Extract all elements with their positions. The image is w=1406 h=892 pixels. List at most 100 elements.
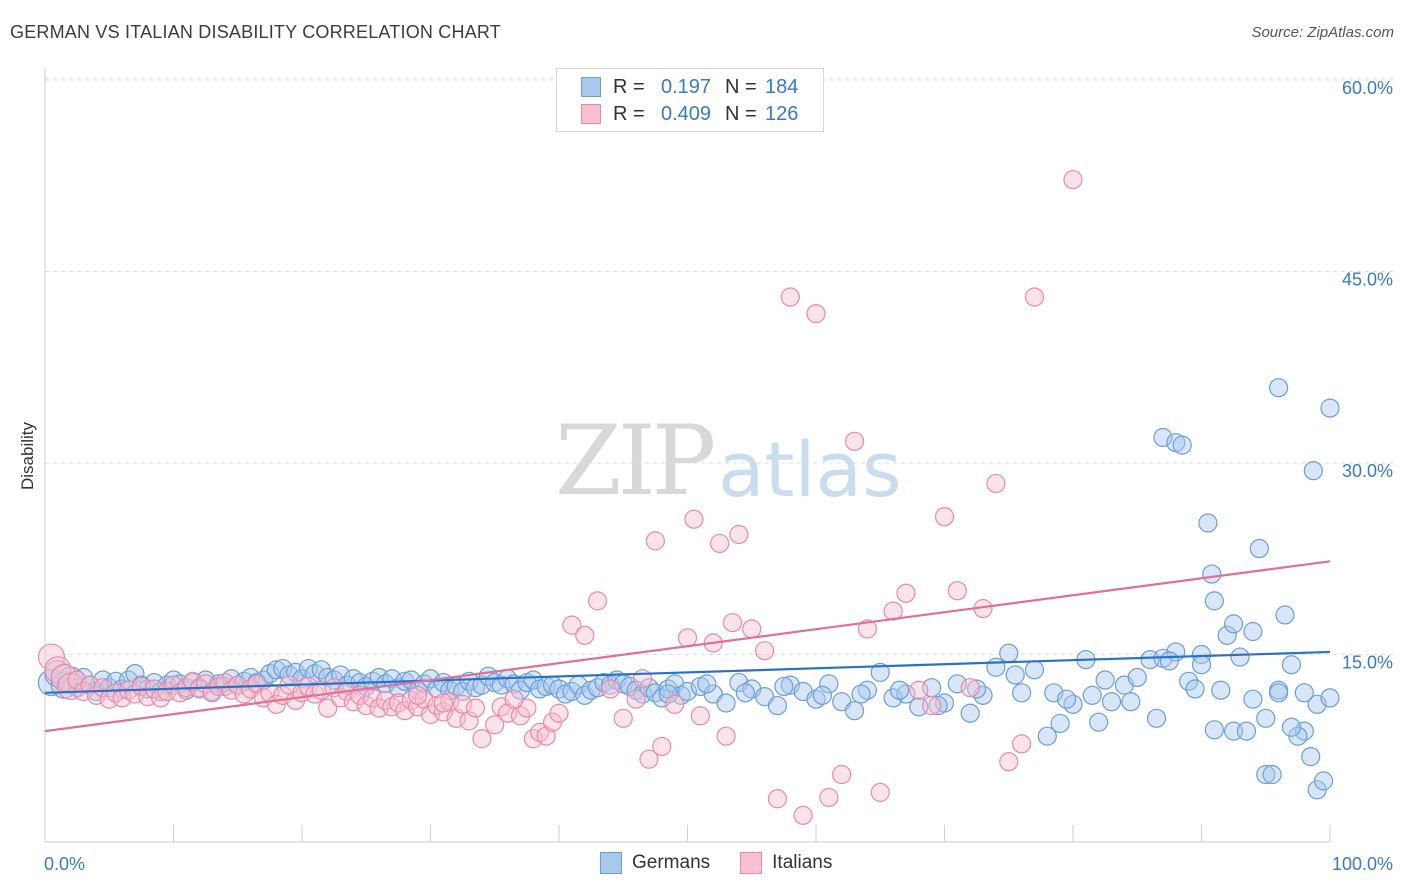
german-point [844,701,865,721]
y-axis-label: Disability [18,421,37,490]
german-point [1024,660,1045,680]
german-point [1249,538,1269,559]
italian-point [562,615,582,635]
italian-point [632,669,653,689]
italian-point [986,473,1006,494]
german-point [1101,692,1122,712]
german-point [1011,683,1032,703]
german-point [1005,665,1025,685]
italian-point [318,698,338,718]
german-point [716,693,736,713]
italian-point [819,787,839,808]
italian-point [742,619,762,639]
italian-point [37,643,66,671]
germans-swatch [581,77,601,97]
german-point [1211,680,1231,700]
german-point [1294,721,1314,741]
n-label: N = [725,102,757,125]
german-point [819,674,839,694]
german-point [1320,398,1340,418]
n-value: 126 [765,102,799,125]
italian-point [112,688,132,708]
german-point [1056,689,1077,709]
italian-point [722,612,743,633]
legend-item-germans[interactable]: Germans [600,852,710,874]
r-value: 0.409 [660,102,712,125]
italian-point [922,695,942,716]
x-tick-label: 0.0% [44,854,85,874]
german-point [767,695,788,716]
italian-point [767,789,788,809]
y-tick-label: 60.0% [1342,78,1393,98]
italians-swatch [581,104,601,124]
italian-point [1011,734,1032,754]
german-point [1230,647,1250,667]
italian-point [67,670,87,690]
german-point [851,684,871,704]
italian-point [754,641,775,661]
italian-point [870,782,890,802]
r-label: R = [613,102,645,125]
german-point [1262,764,1282,785]
italian-point [806,304,826,324]
italian-point [999,752,1019,772]
german-point [1198,513,1218,533]
stats-row-italians: R = 0.409 N = 126 [581,102,798,126]
german-point [1153,427,1173,448]
german-point [1281,717,1302,737]
n-value: 184 [765,75,799,98]
italian-point [896,583,916,603]
german-point [967,679,987,699]
x-tick-label: 100.0% [1332,854,1393,874]
german-point [1256,764,1276,785]
german-point [1127,667,1147,688]
italian-point [729,524,749,545]
german-point [1217,625,1237,645]
german-point [1172,435,1192,455]
german-point [1204,591,1224,611]
german-point [1281,655,1302,675]
german-point [1268,378,1289,398]
italian-point [716,726,736,746]
german-point [1095,670,1115,690]
german-point [1303,461,1323,481]
italian-point [510,706,531,726]
german-point [1294,683,1314,703]
italian-point [626,689,646,709]
italian-point [536,726,556,746]
german-point [1243,689,1263,709]
german-point [1146,708,1167,728]
german-point [1301,747,1321,767]
german-point [1191,644,1212,665]
source-credit: Source: ZipAtlas.com [1251,24,1394,41]
italian-point [652,736,672,757]
german-point [1268,683,1289,703]
german-point [735,683,755,703]
y-tick-label: 45.0% [1342,270,1393,290]
german-point [1243,621,1263,642]
german-point [1121,692,1141,712]
german-point [1202,564,1222,584]
italian-point [587,591,608,611]
stats-legend: R = 0.197 N = 184 R = 0.409 N = 126 [556,68,824,132]
y-tick-label: 30.0% [1342,461,1393,481]
german-point [1082,685,1102,705]
axes [44,68,1331,843]
italian-point [549,703,569,723]
legend-item-italians[interactable]: Italians [740,852,832,874]
german-point [1313,771,1334,791]
stats-row-germans: R = 0.197 N = 184 [581,75,798,99]
italians-trend-line [44,560,1331,733]
german-point [1204,720,1224,740]
italian-point [395,701,415,721]
italian-point [639,749,659,769]
italian-point [408,685,428,705]
german-point [870,662,890,682]
german-point [883,688,903,708]
italian-point [1024,287,1045,307]
italian-point [710,533,730,554]
germans-trend-line [44,650,1331,694]
german-point [1320,688,1340,708]
german-point [266,660,286,680]
